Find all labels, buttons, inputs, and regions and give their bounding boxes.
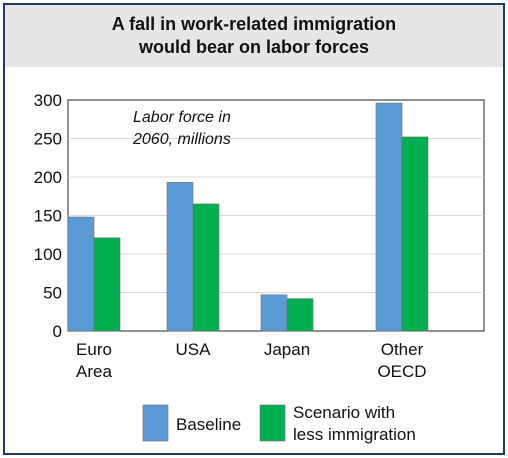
annotation-text: 2060, millions (132, 131, 231, 148)
y-tick-label: 50 (43, 284, 62, 303)
legend-label: Scenario with (293, 403, 395, 422)
bar-baseline (166, 182, 194, 332)
category-label: OECD (377, 362, 426, 381)
category-label: Other (381, 340, 424, 359)
annotation-text: Labor force in (133, 109, 231, 126)
y-tick-label: 250 (34, 130, 62, 149)
chart-title-line-1: A fall in work-related immigration (111, 14, 397, 34)
title-band: A fall in work-related immigration would… (5, 5, 503, 67)
category-label: USA (176, 340, 212, 359)
category-label: Area (76, 362, 112, 381)
bar-baseline (67, 216, 95, 332)
legend-swatch (142, 404, 169, 442)
category-label: Euro (76, 340, 112, 359)
y-tick-label: 0 (53, 322, 62, 341)
y-tick-label: 100 (34, 245, 62, 264)
bar-baseline (260, 294, 288, 332)
y-tick-label: 300 (34, 91, 62, 110)
bar-baseline (375, 102, 403, 332)
legend-label: Baseline (176, 415, 241, 434)
y-tick-label: 200 (34, 168, 62, 187)
bar-scenario (93, 237, 121, 332)
chart-title-line-2: would bear on labor forces (138, 37, 370, 57)
chart-title: A fall in work-related immigration would… (54, 13, 454, 59)
category-label: Japan (264, 340, 310, 359)
y-tick-label: 150 (34, 207, 62, 226)
bar-scenario (401, 136, 429, 332)
legend-swatch (259, 404, 286, 442)
bar-scenario (286, 298, 314, 332)
legend-label: less immigration (293, 425, 416, 444)
bar-scenario (192, 203, 220, 332)
